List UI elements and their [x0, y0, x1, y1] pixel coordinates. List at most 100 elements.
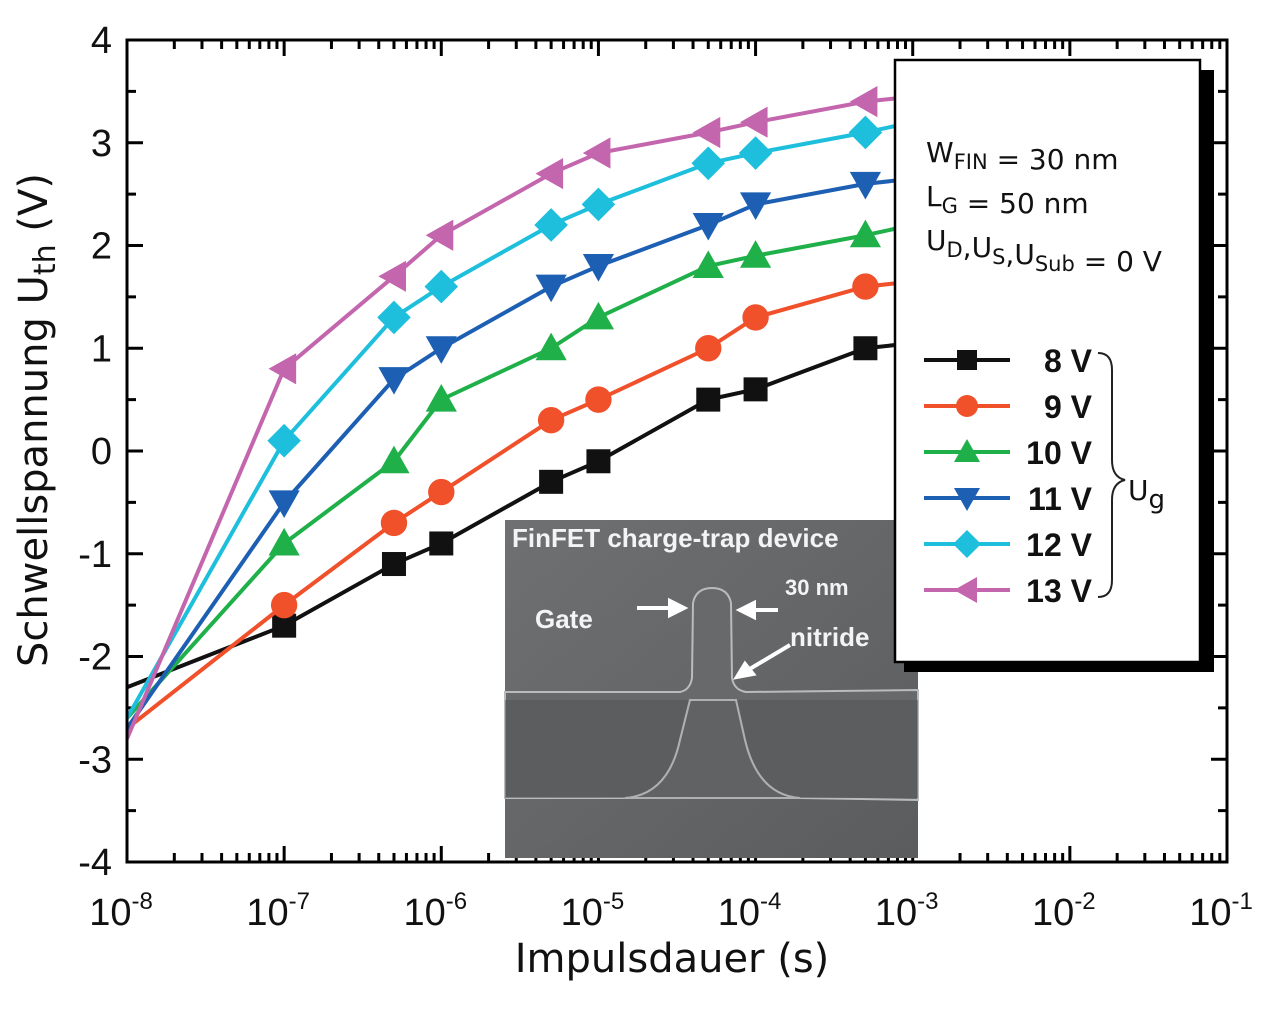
- y-tick-label: -1: [78, 534, 112, 576]
- inset-label-width: 30 nm: [785, 575, 849, 600]
- series-line: [127, 341, 913, 690]
- legend-item: 8 V: [924, 343, 1093, 379]
- y-axis-title: Schwellspannung Uth (V): [11, 173, 63, 667]
- triangle-left-marker: [954, 577, 977, 603]
- circle-marker: [270, 591, 298, 619]
- diamond-marker: [581, 187, 616, 222]
- x-tick-label: 10-1: [1189, 888, 1253, 934]
- legend-item: 13 V: [924, 573, 1093, 609]
- tick-labels: 10-8 10-7 10-6 10-5 10-4 10-3 10-2 10-143210-1-…: [78, 20, 1253, 934]
- triangle-up-marker: [739, 240, 772, 268]
- legend-label: 9 V: [1044, 389, 1093, 425]
- square-marker: [743, 377, 768, 402]
- legend-label: 10 V: [1026, 435, 1092, 471]
- x-tick-label: 10-2: [1032, 888, 1096, 934]
- circle-marker: [956, 395, 978, 417]
- y-tick-label: -2: [78, 637, 112, 679]
- triangle-left-marker: [692, 116, 721, 149]
- circle-marker: [695, 335, 722, 362]
- series-12v: [127, 115, 914, 720]
- x-tick-label: 10-5: [561, 888, 625, 934]
- circle-marker: [585, 386, 612, 413]
- triangle-down-marker: [268, 490, 300, 518]
- legend-label: 8 V: [1044, 343, 1093, 379]
- inset-title: FinFET charge-trap device: [512, 523, 839, 553]
- x-tick-label: 10-8: [89, 888, 153, 934]
- arrow-right-icon: [668, 597, 689, 619]
- legend: 8 V 9 V 10 V 11 V 12 V 13 V: [924, 343, 1093, 609]
- square-marker: [429, 531, 454, 556]
- triangle-up-marker: [535, 332, 567, 361]
- triangle-down-marker: [954, 488, 980, 511]
- triangle-up-marker: [692, 250, 724, 279]
- square-marker: [696, 387, 721, 412]
- parameter-line: LG = 50 nm: [926, 180, 1089, 220]
- square-marker: [957, 350, 977, 370]
- triangle-left-marker: [268, 353, 297, 385]
- inset-label-nitride: nitride: [790, 622, 869, 652]
- triangle-left-marker: [425, 219, 454, 251]
- triangle-up-marker: [954, 439, 980, 462]
- square-marker: [853, 336, 878, 361]
- diamond-marker: [691, 146, 726, 181]
- diamond-marker: [738, 136, 773, 170]
- legend-item: 12 V: [924, 527, 1093, 563]
- triangle-down-marker: [535, 274, 567, 303]
- parameter-line: UD,US,USub = 0 V: [926, 224, 1162, 278]
- series-line: [127, 279, 913, 730]
- x-axis-title: Impulsdauer (s): [515, 936, 830, 982]
- x-tick-label: 10-7: [246, 888, 310, 934]
- legend-label: 13 V: [1026, 573, 1092, 609]
- series-line: [127, 120, 914, 720]
- series-13v: [127, 86, 913, 740]
- triangle-down-marker: [582, 254, 615, 282]
- circle-marker: [852, 273, 879, 300]
- y-tick-label: -3: [78, 739, 112, 781]
- legend-label: 12 V: [1026, 527, 1092, 563]
- series-layer: [127, 86, 914, 740]
- circle-marker: [428, 478, 455, 506]
- arrow-left-icon: [735, 599, 756, 621]
- triangle-up-marker: [378, 445, 410, 474]
- plot-frame: [125, 38, 1229, 864]
- triangle-down-marker: [378, 367, 410, 395]
- series-9v: [127, 273, 913, 730]
- triangle-up-marker: [425, 384, 457, 412]
- triangle-down-marker: [425, 336, 457, 364]
- series-line: [127, 176, 913, 730]
- inset-label-gate: Gate: [535, 604, 593, 634]
- square-marker: [539, 469, 564, 494]
- diamond-marker: [267, 423, 301, 458]
- triangle-up-marker: [849, 219, 882, 248]
- y-tick-label: 2: [91, 226, 112, 268]
- arrow-diagonal-icon: [732, 660, 757, 680]
- circle-marker: [742, 304, 769, 331]
- y-tick-label: 0: [91, 431, 112, 473]
- y-tick-label: -4: [78, 842, 112, 884]
- legend-brace: [1097, 352, 1126, 598]
- sem-inset: FinFET charge-trap device Gate 30 nm nit…: [504, 520, 919, 858]
- x-tick-label: 10-3: [875, 888, 939, 934]
- triangle-left-marker: [582, 137, 611, 169]
- x-tick-label: 10-6: [403, 888, 467, 934]
- legend-item: 11 V: [924, 481, 1093, 517]
- diamond-marker: [534, 208, 568, 242]
- triangle-left-marker: [739, 106, 768, 138]
- diamond-marker: [953, 530, 981, 558]
- square-marker: [381, 552, 406, 577]
- triangle-up-marker: [268, 527, 300, 556]
- legend-label: 11 V: [1028, 481, 1093, 517]
- diamond-marker: [377, 300, 411, 335]
- legend-item: 9 V: [924, 389, 1093, 425]
- legend-item: 10 V: [924, 435, 1093, 471]
- x-tick-label: 10-4: [718, 888, 782, 934]
- triangle-down-marker: [849, 171, 882, 200]
- y-tick-label: 3: [91, 123, 112, 165]
- square-marker: [586, 449, 611, 474]
- series-line: [127, 94, 913, 740]
- series-line: [127, 222, 914, 720]
- parameter-line: WFIN = 30 nm: [926, 136, 1118, 176]
